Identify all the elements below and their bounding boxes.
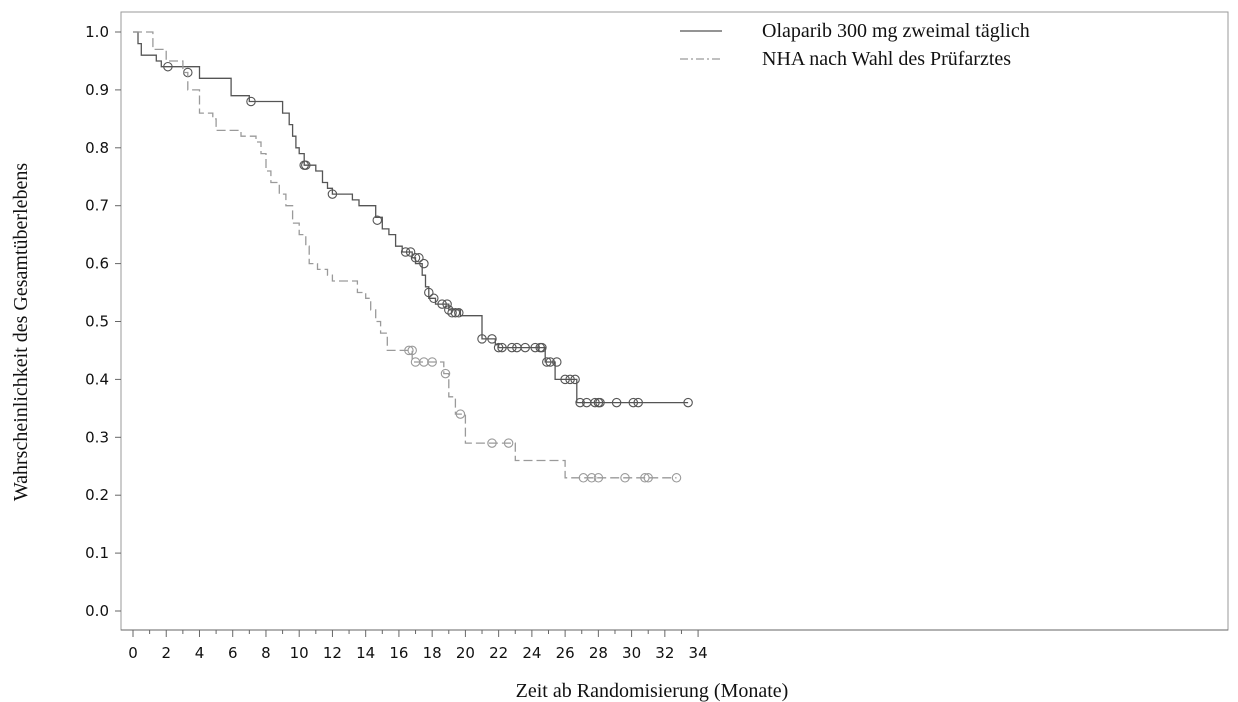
- x-tick-label: 0: [128, 644, 138, 662]
- censor-mark-1: [593, 473, 604, 483]
- censor-mark-0: [633, 397, 643, 408]
- censor-mark-1: [643, 473, 653, 483]
- censor-mark-0: [493, 342, 504, 353]
- censor-mark-0: [246, 96, 256, 107]
- x-tick-label: 18: [423, 644, 442, 662]
- x-axis: 0 2 4 6 8 10 12 14 16 18 20 22 24 26 28 30 32 34: [128, 630, 708, 662]
- x-tick-label: 24: [522, 644, 541, 662]
- censor-mark-0: [163, 61, 173, 72]
- y-axis: 0.0 0.1 0.2 0.3 0.4 0.5 0.6 0.7 0.8 0.9 1.0: [85, 23, 121, 620]
- x-tick-label: 4: [195, 644, 205, 662]
- censor-mark-0: [429, 293, 439, 304]
- y-tick-label: 0.5: [85, 313, 109, 331]
- censor-mark-0: [444, 305, 454, 315]
- censor-mark-0: [575, 397, 585, 408]
- legend-label-nha: NHA nach Wahl des Prüfarztes: [762, 48, 1011, 70]
- legend-label-olaparib: Olaparib 300 mg zweimal täglich: [762, 20, 1030, 42]
- censor-mark-0: [405, 247, 416, 257]
- censor-mark-0: [477, 334, 487, 344]
- x-tick-label: 32: [655, 644, 674, 662]
- censor-mark-0: [301, 160, 311, 170]
- plot-frame: [120, 11, 1229, 631]
- censor-mark-1: [487, 438, 497, 448]
- series-line-0: [133, 31, 689, 404]
- censor-mark-0: [611, 397, 622, 408]
- censor-mark-0: [372, 215, 383, 225]
- x-tick-label: 20: [456, 644, 475, 662]
- censor-mark-0: [454, 308, 464, 318]
- censor-mark-0: [442, 299, 452, 309]
- censor-mark-1: [503, 438, 514, 448]
- censor-mark-1: [671, 473, 682, 483]
- x-tick-label: 16: [389, 644, 408, 662]
- y-tick-label: 0.3: [85, 428, 109, 446]
- censor-mark-1: [620, 473, 630, 483]
- censor-mark-0: [327, 189, 338, 199]
- censor-mark-0: [520, 342, 530, 353]
- x-tick-label: 2: [161, 644, 171, 662]
- y-axis-title: Wahrscheinlichkeit des Gesamtüberlebens: [10, 163, 32, 501]
- x-tick-label: 10: [290, 644, 309, 662]
- x-axis-title: Zeit ab Randomisierung (Monate): [516, 680, 789, 702]
- censor-mark-0: [487, 334, 497, 344]
- series-line-1: [133, 31, 677, 479]
- censor-mark-0: [447, 308, 457, 318]
- y-tick-label: 0.6: [85, 255, 109, 273]
- x-tick-label: 26: [556, 644, 575, 662]
- censor-mark-1: [404, 345, 414, 356]
- censor-mark-0: [683, 397, 693, 408]
- censor-mark-0: [424, 287, 434, 298]
- y-tick-label: 1.0: [85, 23, 109, 41]
- censor-mark-0: [595, 397, 605, 408]
- censor-mark-0: [400, 247, 411, 257]
- censor-mark-0: [537, 342, 547, 353]
- y-tick-label: 0.2: [85, 486, 109, 504]
- censor-mark-0: [450, 308, 461, 318]
- censor-mark-0: [565, 374, 575, 385]
- censor-mark-0: [552, 357, 562, 367]
- y-tick-label: 0.0: [85, 602, 109, 620]
- x-tick-label: 8: [261, 644, 271, 662]
- y-tick-label: 0.4: [85, 370, 109, 388]
- censor-mark-1: [407, 345, 417, 356]
- censor-mark-0: [590, 397, 600, 408]
- y-tick-label: 0.9: [85, 81, 109, 99]
- censor-mark-1: [455, 409, 466, 419]
- censor-mark-1: [427, 357, 437, 367]
- censor-mark-0: [410, 253, 421, 263]
- censor-mark-0: [530, 342, 540, 353]
- y-tick-label: 0.7: [85, 197, 109, 215]
- x-tick-label: 14: [356, 644, 375, 662]
- x-tick-label: 34: [689, 644, 708, 662]
- censor-mark-0: [570, 374, 580, 385]
- censor-mark-1: [586, 473, 597, 483]
- censor-mark-0: [628, 397, 639, 408]
- series-layer: [133, 31, 693, 483]
- censor-mark-0: [497, 342, 507, 353]
- censor-mark-0: [507, 342, 517, 353]
- legend: Olaparib 300 mg zweimal täglich NHA nach…: [680, 20, 1030, 70]
- censor-mark-0: [437, 299, 447, 309]
- x-tick-label: 6: [228, 644, 238, 662]
- x-tick-label: 28: [589, 644, 608, 662]
- censor-mark-1: [640, 473, 650, 483]
- censor-mark-0: [560, 374, 570, 385]
- y-tick-label: 0.1: [85, 544, 109, 562]
- censor-mark-0: [542, 357, 552, 367]
- x-tick-label: 12: [323, 644, 342, 662]
- censor-mark-0: [414, 253, 424, 263]
- y-tick-label: 0.8: [85, 139, 109, 157]
- censor-mark-0: [419, 258, 429, 269]
- censor-mark-0: [545, 357, 555, 367]
- x-tick-label: 30: [622, 644, 641, 662]
- x-tick-label: 22: [489, 644, 508, 662]
- censor-mark-1: [440, 368, 451, 379]
